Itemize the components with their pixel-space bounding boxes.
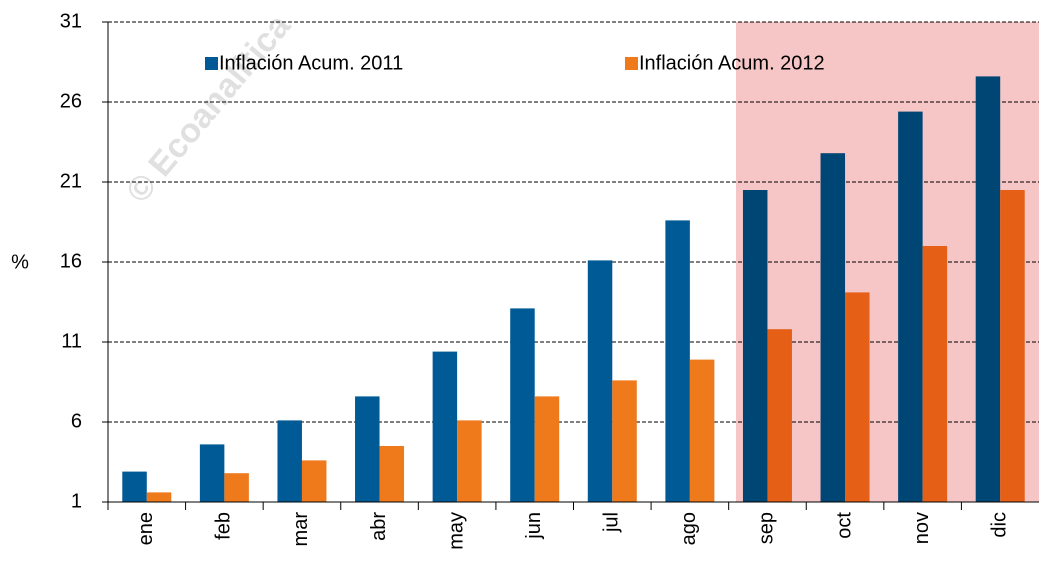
bar [355, 396, 380, 502]
y-tick-label: 31 [60, 10, 82, 32]
x-tick-label: ene [135, 512, 157, 545]
legend-swatch [205, 57, 218, 70]
x-tick-label: feb [213, 512, 235, 540]
bar [224, 473, 249, 502]
bar [277, 420, 302, 502]
y-tick-label: 26 [60, 90, 82, 112]
x-tick-label: jul [601, 512, 623, 533]
bar [689, 359, 715, 502]
bar [122, 471, 147, 502]
bar [301, 460, 327, 502]
bar [199, 444, 225, 502]
watermark: © Ecoanalítica [119, 6, 299, 210]
bar [612, 380, 637, 502]
y-tick-label: 21 [60, 170, 82, 192]
bar [432, 351, 458, 502]
x-tick-label: abr [368, 512, 390, 541]
x-tick-label: mar [290, 512, 312, 547]
y-tick-label: 11 [61, 330, 82, 352]
highlight-region [736, 22, 1039, 502]
y-axis-label: % [11, 251, 29, 273]
x-tick-label: jun [523, 512, 545, 540]
bar [510, 308, 535, 502]
y-tick-label: 6 [71, 410, 82, 432]
bar [146, 492, 172, 502]
bar [457, 420, 482, 502]
x-tick-label: oct [833, 512, 855, 539]
bar [379, 446, 405, 502]
x-tick-label: may [445, 512, 467, 550]
legend-label: Inflación Acum. 2012 [639, 52, 825, 74]
legend-swatch [625, 57, 638, 70]
x-tick-label: nov [911, 512, 933, 544]
x-tick-label: dic [988, 512, 1010, 538]
y-tick-label: 16 [60, 250, 82, 272]
legend-label: Inflación Acum. 2011 [219, 52, 403, 74]
y-tick-label: 1 [71, 490, 82, 512]
bar [534, 396, 560, 502]
x-tick-label: sep [756, 512, 778, 544]
bar [587, 260, 613, 502]
bar [665, 220, 690, 502]
x-tick-label: ago [678, 512, 700, 545]
